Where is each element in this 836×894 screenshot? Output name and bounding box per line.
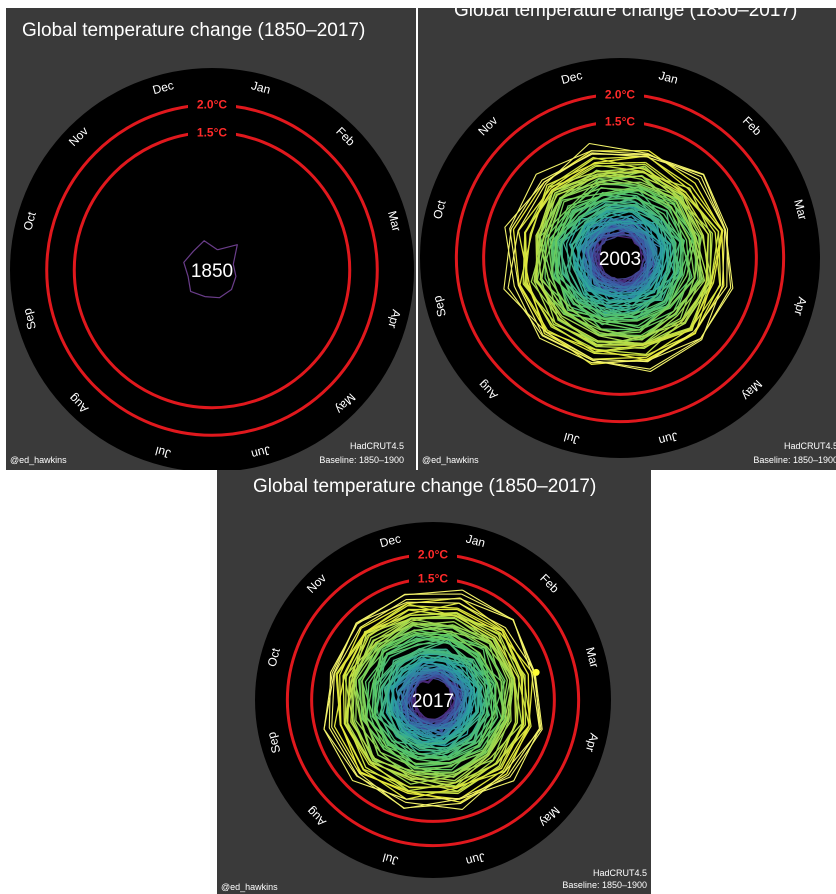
series-line-2017 [339,597,530,803]
series-line-1929 [570,203,670,314]
month-label-Jan: Jan [465,532,487,551]
credit-label: @ed_hawkins [422,455,479,465]
series-line-1959 [375,637,495,760]
chart-title: Global temperature change (1850–2017) [22,20,365,41]
month-label-Apr: Apr [385,308,403,330]
month-label-Mar: Mar [791,198,810,222]
month-label-Mar: Mar [583,646,602,670]
month-label-Jun: Jun [657,429,679,448]
credit-label: @ed_hawkins [10,455,67,465]
chart-panel-1850: 2.0°C 1.5°C Jan Feb Mar Apr May Jun Jul Aug Sep Oct… [6,8,416,470]
credit-label: @ed_hawkins [221,882,278,892]
series-line-1965 [551,181,691,331]
series-line-1998 [519,161,721,357]
series-line-outlier [503,153,729,363]
polar-chart-2017: 2.0°C1.5°CJanFebMarAprMayJunJulAugSepOct… [221,476,647,892]
ring-label-bg [188,97,236,112]
chart-title: Global temperature change (1850–2017) [253,476,596,497]
series-line-1951 [374,639,490,753]
year-label: 2017 [412,691,454,712]
month-label-Jul: Jul [381,850,399,867]
baseline-label: Baseline: 1850–1900 [319,455,404,465]
series-line-1989 [535,175,710,345]
series-line-1953 [556,194,684,326]
month-label-Dec: Dec [151,78,175,97]
series-line-outlier [507,142,732,370]
month-label-Jul: Jul [562,430,580,447]
series-line-1948 [553,196,686,319]
series-line-1948 [379,649,491,751]
ring-label-bg [188,125,236,140]
series-line-1996 [523,156,722,353]
year-label: 1850 [191,261,233,282]
month-label-Oct: Oct [20,210,39,232]
month-label-Mar: Mar [385,209,404,233]
series-line-1994 [351,617,512,782]
month-label-Jun: Jun [464,850,486,869]
month-label-Jun: Jun [250,443,272,462]
month-label-Jul: Jul [154,444,172,461]
series-group [503,142,734,373]
chart-panel-2003: 2.0°C 1.5°C Jan Feb Mar Apr May Jun Jul Aug Sep Oct… [418,8,836,470]
series-line-outlier [328,593,540,809]
ring-label: 2.0°C [197,98,227,112]
ring-label: 1.5°C [605,115,635,129]
month-label-Jan: Jan [250,78,272,97]
baseline-label: Baseline: 1850–1900 [753,455,836,465]
month-label-Oct: Oct [430,198,449,220]
source-label: HadCRUT4.5 [350,441,404,451]
source-label: HadCRUT4.5 [784,441,836,451]
chart-title: Global temperature change (1850–2017) [454,8,797,21]
month-label-Sep: Sep [20,306,39,331]
series-line-1958 [555,188,693,321]
series-group [323,589,543,810]
ring-label: 1.5°C [197,125,227,139]
month-label-Apr: Apr [583,732,601,754]
month-label-Jan: Jan [657,68,679,87]
series-line-1996 [347,617,513,787]
month-label-Dec: Dec [560,68,584,87]
year-label: 2003 [599,249,641,270]
month-label-Sep: Sep [430,294,449,319]
chart-panel-2017: 2.0°C 1.5°C Jan Feb Mar Apr May Jun Jul Aug Sep Oct… [217,470,651,894]
polar-chart-1850: 2.0°C1.5°CJanFebMarAprMayJunJulAugSepOct… [10,20,414,470]
ring-label-bg [596,114,644,129]
baseline-label: Baseline: 1850–1900 [562,880,647,890]
month-label-Oct: Oct [265,646,284,668]
month-label-Sep: Sep [264,730,283,755]
polar-chart-2003: 2.0°C1.5°CJanFebMarAprMayJunJulAugSepOct… [420,8,836,465]
ring-label-bg [409,571,457,586]
series-line-1927 [571,207,672,302]
series-line-1945 [556,197,682,318]
current-month-marker [532,668,540,676]
plot-disc [420,58,820,458]
plot-disc [255,522,611,878]
plot-disc [10,68,414,470]
series-line-1967 [547,185,699,337]
ring-label-bg [409,547,457,562]
series-line-1850 [183,240,238,299]
series-line-2011 [336,602,532,788]
ring-label: 1.5°C [418,572,448,586]
source-label: HadCRUT4.5 [593,868,647,878]
series-line-1919 [571,206,671,298]
month-label-Apr: Apr [791,295,809,317]
series-line-2004 [344,612,527,792]
series-line-1962 [554,186,691,329]
ring-label-bg [596,87,644,102]
series-line-1993 [351,621,514,785]
ring-label: 2.0°C [418,547,448,561]
series-group [183,240,238,299]
series-line-1938 [382,648,484,752]
series-line-1882 [399,670,465,731]
month-label-Dec: Dec [378,531,402,550]
ring-label: 2.0°C [605,87,635,101]
